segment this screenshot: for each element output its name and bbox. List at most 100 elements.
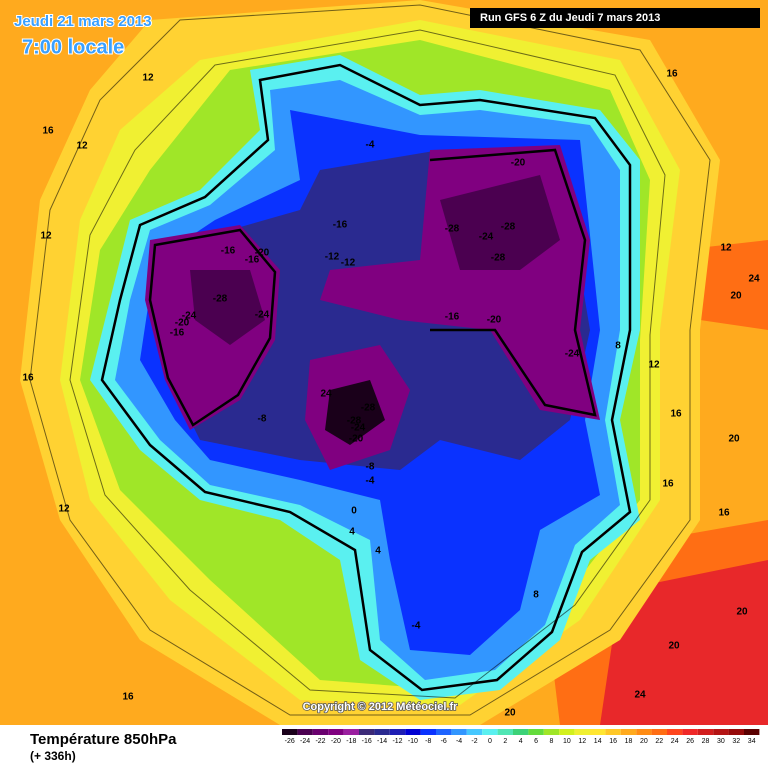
scale-swatch — [451, 729, 467, 735]
contour-label: -24 — [351, 423, 366, 434]
scale-swatch — [590, 729, 606, 735]
scale-tick-label: -14 — [377, 738, 387, 745]
contour-label: -16 — [245, 255, 260, 266]
scale-swatch — [636, 729, 652, 735]
contour-label: -16 — [170, 328, 185, 339]
scale-tick-label: -4 — [456, 738, 462, 745]
scale-tick-label: -22 — [315, 738, 325, 745]
map-field — [0, 0, 768, 725]
scale-swatch — [420, 729, 436, 735]
contour-label: -8 — [366, 462, 375, 473]
contour-label: -4 — [366, 476, 375, 487]
scale-tick-label: -8 — [425, 738, 431, 745]
footer-title: Température 850hPa — [30, 731, 177, 748]
scale-tick-label: 34 — [748, 738, 756, 745]
contour-label: -20 — [487, 315, 502, 326]
contour-label: 8 — [615, 341, 621, 352]
scale-tick-label: 32 — [732, 738, 740, 745]
forecast-time: 7:00 locale — [22, 36, 124, 58]
scale-tick-label: 20 — [640, 738, 648, 745]
contour-label: -16 — [445, 312, 460, 323]
scale-swatch — [328, 729, 344, 735]
contour-label: -12 — [341, 258, 356, 269]
run-info: Run GFS 6 Z du Jeudi 7 mars 2013 — [480, 12, 660, 24]
scale-swatch — [574, 729, 590, 735]
contour-label: -24 — [255, 310, 270, 321]
contour-label: -16 — [333, 220, 348, 231]
scale-tick-label: 16 — [609, 738, 617, 745]
color-scale: -26 -24 -22 -20 -18 -16 -14 -12 -10 -8 -6 -4 -2 0 2 4 6 8… — [282, 729, 760, 745]
scale-tick-label: 30 — [717, 738, 725, 745]
scale-swatch — [374, 729, 390, 735]
scale-tick-label: -18 — [346, 738, 356, 745]
footer-lead: (+ 336h) — [30, 749, 76, 763]
scale-tick-label: 4 — [519, 738, 523, 745]
scale-tick-label: -10 — [408, 738, 418, 745]
scale-swatch — [667, 729, 683, 735]
scale-swatch — [282, 729, 298, 735]
scale-tick-label: 22 — [655, 738, 663, 745]
contour-label: -28 — [361, 403, 376, 414]
scale-swatch — [620, 729, 637, 735]
scale-swatch — [343, 729, 359, 735]
scale-tick-label: -16 — [362, 738, 372, 745]
scale-tick-label: 26 — [686, 738, 694, 745]
contour-label: 16 — [122, 692, 134, 703]
scale-swatch — [436, 729, 452, 735]
forecast-date: Jeudi 21 mars 2013 — [14, 13, 152, 30]
scale-swatch — [713, 729, 729, 735]
contour-label: 24 — [320, 389, 332, 400]
contour-label: 24 — [748, 274, 760, 285]
contour-label: -24 — [479, 232, 494, 243]
contour-label: -24 — [565, 349, 580, 360]
scale-swatch — [513, 729, 529, 735]
contour-label: 12 — [142, 73, 154, 84]
contour-labels: 12 16 12 12 16 12 16 16 12 24 20 12 16 20 16 16 20 20 24 20… — [22, 69, 760, 719]
scale-tick-label: 8 — [550, 738, 554, 745]
scale-swatch — [405, 729, 421, 735]
contour-label: 4 — [349, 527, 355, 538]
scale-tick-label: -24 — [300, 738, 310, 745]
contour-label: -20 — [255, 248, 270, 259]
scale-swatch — [482, 729, 498, 735]
contour-label: 20 — [728, 434, 740, 445]
scale-swatch — [543, 729, 560, 735]
scale-swatch — [466, 729, 483, 735]
scale-swatch — [497, 729, 513, 735]
scale-swatch — [682, 729, 698, 735]
contour-label: 20 — [736, 607, 748, 618]
contour-label: -28 — [491, 253, 506, 264]
contour-label: -20 — [349, 434, 364, 445]
scale-swatch — [651, 729, 667, 735]
scale-swatch — [359, 729, 375, 735]
contour-label: -20 — [175, 318, 190, 329]
scale-tick-label: -26 — [285, 738, 295, 745]
contour-label: 16 — [42, 126, 54, 137]
contour-label: 0 — [351, 506, 357, 517]
run-box — [470, 8, 760, 28]
contour-label: -28 — [213, 294, 228, 305]
scale-tick-label: 18 — [625, 738, 633, 745]
contour-label: -12 — [325, 252, 340, 263]
contour-label: 16 — [22, 373, 34, 384]
scale-tick-label: -12 — [392, 738, 402, 745]
scale-tick-label: 12 — [578, 738, 586, 745]
contour-label: -4 — [366, 140, 375, 151]
contour-label: -16 — [221, 246, 236, 257]
contour-label: 12 — [40, 231, 52, 242]
scale-tick-label: 0 — [488, 738, 492, 745]
contour-label: 4 — [375, 546, 381, 557]
contour-label: 20 — [730, 291, 742, 302]
contour-label: 24 — [634, 690, 646, 701]
scale-swatch — [728, 729, 744, 735]
contour-label: -24 — [182, 311, 197, 322]
scale-swatch — [559, 729, 575, 735]
contour-label: 8 — [533, 590, 539, 601]
contour-label: -28 — [445, 224, 460, 235]
scale-tick-label: 10 — [563, 738, 571, 745]
scale-tick-label: 2 — [503, 738, 507, 745]
scale-tick-label: 24 — [671, 738, 679, 745]
contour-label: 12 — [58, 504, 70, 515]
contour-label: 20 — [668, 641, 680, 652]
